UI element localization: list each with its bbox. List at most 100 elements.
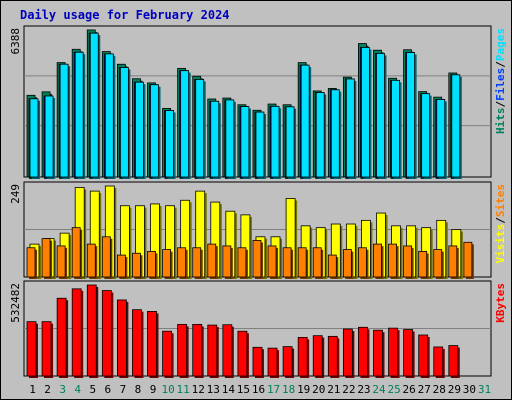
kbytes-legend-part: KBytes [494, 283, 507, 323]
bar-sites-day-26 [403, 245, 413, 278]
bar-kbytes-day-9 [147, 311, 157, 377]
bar-kbytes-day-1 [26, 321, 37, 377]
bar-kbytes-day-12 [192, 323, 203, 377]
bar-sites-day-8 [132, 252, 141, 278]
bar-sites-day-9 [147, 251, 156, 278]
bar-pages-day-26 [406, 52, 416, 178]
day-label: 16 [252, 383, 265, 396]
day-label: 11 [177, 383, 190, 396]
bar-sites-day-10 [162, 249, 171, 278]
bar-kbytes-day-15 [237, 330, 248, 377]
day-label: 9 [150, 383, 157, 396]
day-label: 10 [161, 383, 174, 396]
bar-sites-day-19 [297, 247, 307, 278]
bar-kbytes-day-17 [267, 347, 278, 377]
bar-kbytes-day-10 [162, 330, 172, 377]
bar-sites-day-18 [282, 247, 292, 278]
visits-panel: 249 Visits/Sites [9, 181, 507, 279]
visits-side-legend: Visits/Sites [494, 184, 507, 264]
bar-pages-day-11 [180, 70, 190, 178]
bar-pages-day-7 [119, 67, 129, 178]
hits-legend-part: Files [494, 68, 507, 101]
bar-kbytes-day-27 [418, 334, 429, 377]
bar-sites-day-17 [267, 245, 277, 278]
day-label: 15 [237, 383, 250, 396]
bar-sites-day-22 [342, 249, 352, 278]
visits-legend-part: / [494, 217, 507, 224]
hits-legend-part: / [494, 101, 507, 108]
day-label: 22 [342, 383, 355, 396]
bar-kbytes-day-7 [116, 299, 127, 377]
bar-kbytes-day-21 [327, 335, 338, 377]
day-label: 1 [29, 383, 36, 396]
bar-kbytes-day-28 [433, 346, 444, 377]
bar-kbytes-day-4 [71, 288, 82, 377]
hits-legend-part: / [494, 61, 507, 68]
bar-kbytes-day-26 [403, 329, 414, 377]
visits-legend-part: Sites [494, 184, 507, 217]
day-label: 14 [222, 383, 236, 396]
day-label: 21 [327, 383, 340, 396]
bar-pages-day-12 [195, 79, 205, 178]
bar-sites-day-7 [116, 254, 126, 278]
bar-pages-day-5 [89, 32, 99, 178]
bar-pages-day-22 [345, 78, 355, 178]
bar-kbytes-day-23 [358, 326, 368, 377]
bar-sites-day-15 [237, 247, 247, 278]
bar-pages-day-1 [29, 98, 39, 178]
day-axis: 1 2 3 4 5 6 7 8 9 10 11 12 13 14 15 16 17 18 19 20 21 22 23 24 2… [29, 383, 491, 396]
bar-kbytes-day-11 [177, 323, 188, 377]
bar-pages-day-17 [270, 105, 280, 178]
bar-kbytes-day-22 [342, 328, 353, 377]
kbytes-max-label: 532482 [9, 283, 22, 323]
bar-kbytes-day-3 [56, 297, 67, 377]
day-label: 20 [312, 383, 325, 396]
bar-pages-day-25 [391, 79, 400, 178]
bar-pages-day-10 [165, 110, 174, 178]
bar-sites-day-5 [86, 243, 96, 278]
bar-kbytes-day-6 [101, 290, 112, 377]
bar-sites-day-6 [101, 236, 111, 278]
bar-pages-day-13 [210, 100, 220, 178]
day-label: 24 [372, 383, 386, 396]
bar-kbytes-day-18 [282, 346, 293, 377]
hits-max-label: 6388 [9, 28, 22, 55]
kbytes-panel: 532482 KBytes [9, 280, 507, 378]
hits-side-legend: Hits/Files/Pages [494, 28, 507, 134]
bar-sites-day-20 [312, 247, 322, 278]
bar-sites-day-14 [222, 245, 232, 278]
bar-sites-day-3 [56, 245, 66, 278]
bar-pages-day-19 [300, 64, 310, 178]
day-label: 5 [89, 383, 96, 396]
bar-sites-day-29 [448, 245, 458, 278]
day-label: 29 [448, 383, 461, 396]
bar-kbytes-day-25 [388, 327, 398, 377]
bar-pages-day-23 [361, 47, 370, 178]
bar-pages-day-15 [240, 106, 250, 178]
bar-pages-day-14 [225, 99, 235, 178]
day-label: 23 [357, 383, 370, 396]
day-label: 8 [135, 383, 142, 396]
bar-sites-day-24 [373, 243, 382, 278]
hits-legend-part: Pages [494, 28, 507, 61]
bar-pages-day-16 [255, 111, 265, 178]
bar-sites-day-30 [463, 241, 473, 278]
visits-legend-part: Visits [494, 224, 507, 264]
day-label: 19 [297, 383, 310, 396]
bar-pages-day-27 [421, 93, 431, 178]
bar-pages-day-6 [104, 53, 114, 178]
bar-sites-day-21 [327, 254, 337, 278]
day-label: 17 [267, 383, 280, 396]
bar-kbytes-day-2 [41, 321, 52, 377]
bar-pages-day-3 [59, 63, 69, 178]
chart-title: Daily usage for February 2024 [20, 8, 230, 22]
bar-sites-day-4 [71, 227, 81, 278]
bar-pages-day-21 [330, 89, 340, 178]
bar-sites-day-1 [26, 247, 36, 278]
visits-max-label: 249 [9, 184, 22, 204]
day-label: 27 [418, 383, 431, 396]
bar-kbytes-day-5 [86, 284, 97, 377]
kbytes-side-legend: KBytes [494, 283, 507, 323]
bar-kbytes-day-24 [373, 329, 383, 377]
